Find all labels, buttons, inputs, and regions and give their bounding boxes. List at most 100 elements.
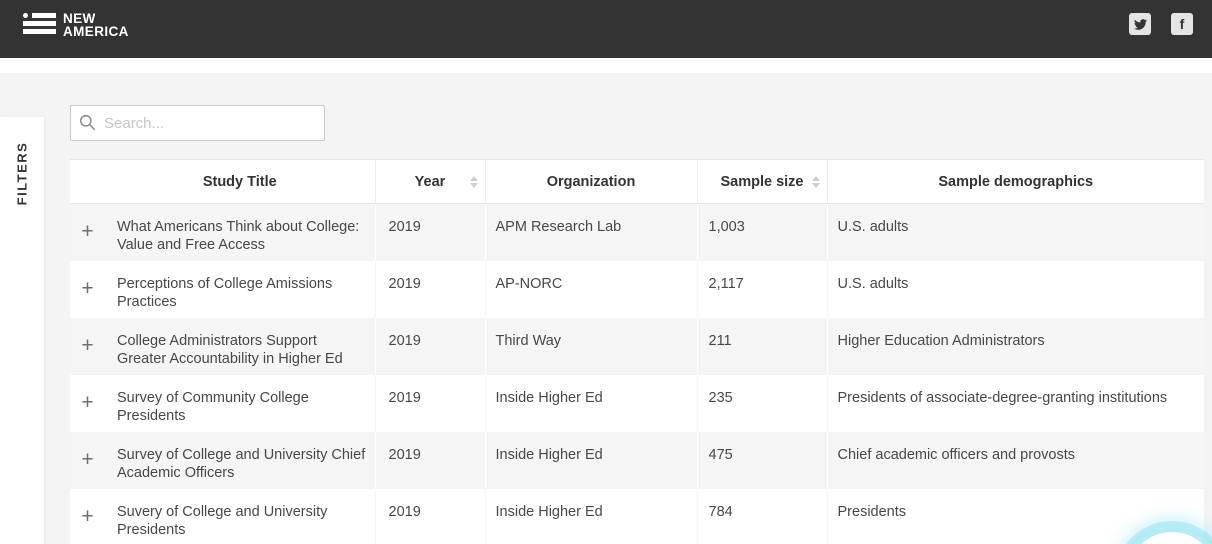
study-title-cell: What Americans Think about College: Valu…	[105, 204, 375, 261]
organization-cell: APM Research Lab	[484, 203, 697, 261]
year-cell-text: 2019	[388, 503, 421, 520]
sample-demographics-cell: U.S. adults	[826, 260, 1204, 318]
header-divider-strip	[0, 58, 1212, 73]
organization-cell: Inside Higher Ed	[484, 431, 697, 489]
sample-size-cell: 2,117	[696, 260, 827, 318]
organization-cell-text: APM Research Lab	[495, 219, 622, 235]
expand-row-button[interactable]: +	[81, 333, 94, 357]
facebook-icon: f	[1179, 16, 1185, 32]
column-header-year[interactable]: Year	[374, 159, 485, 204]
sample-demographics-cell-text: Higher Education Administrators	[837, 332, 1045, 349]
studies-table: Study Title Year Organization Sample size Sa…	[70, 159, 1204, 544]
year-cell: 2019	[374, 374, 485, 432]
table-row: + Perceptions of College Amissions Practi…	[70, 260, 1204, 318]
column-header-label: Organization	[546, 173, 636, 190]
table-row: + Survey of Community College Presidents 2…	[70, 374, 1204, 432]
year-cell-text: 2019	[388, 219, 421, 235]
study-title-cell-text: What Americans Think about College: Valu…	[117, 219, 360, 253]
expand-row-button[interactable]: +	[81, 276, 94, 300]
organization-cell-text: Inside Higher Ed	[495, 446, 603, 463]
study-title-cell-text: Survey of College and University Chief A…	[117, 446, 366, 481]
year-cell: 2019	[374, 317, 485, 375]
expand-cell: +	[70, 261, 105, 318]
sample-demographics-cell: Higher Education Administrators	[826, 317, 1204, 375]
studies-table-container: Study Title Year Organization Sample size Sa…	[70, 159, 1204, 544]
social-links: f	[1129, 13, 1193, 35]
year-cell-text: 2019	[388, 389, 421, 406]
organization-cell-text: Inside Higher Ed	[495, 503, 603, 520]
sample-size-cell-text: 1,003	[708, 219, 745, 235]
organization-cell: Inside Higher Ed	[484, 374, 697, 432]
expand-cell: +	[70, 489, 105, 544]
twitter-button[interactable]	[1129, 13, 1151, 35]
study-title-cell: Suvery of College and University Preside…	[105, 489, 375, 544]
logo-line-1: NEW	[63, 11, 96, 26]
sample-size-cell-text: 475	[708, 446, 733, 463]
filters-panel[interactable]: FILTERS	[0, 117, 44, 544]
table-row: + College Administrators Support Greater …	[70, 317, 1204, 375]
expand-row-button[interactable]: +	[81, 447, 94, 471]
organization-cell: Inside Higher Ed	[484, 488, 697, 544]
expand-cell: +	[70, 204, 105, 261]
new-america-logo-icon	[23, 13, 56, 34]
expand-row-button[interactable]: +	[81, 390, 94, 414]
organization-cell-text: Inside Higher Ed	[495, 389, 603, 406]
expand-cell: +	[70, 318, 105, 375]
table-row: + What Americans Think about College: Val…	[70, 203, 1204, 261]
year-cell: 2019	[374, 488, 485, 544]
year-cell: 2019	[374, 203, 485, 261]
study-title-cell: College Administrators Support Greater A…	[105, 318, 375, 375]
sample-size-cell: 475	[696, 431, 827, 489]
sample-demographics-cell: Presidents of associate-degree-granting …	[826, 374, 1204, 432]
expand-cell: +	[70, 432, 105, 489]
column-header-label: Sample demographics	[938, 173, 1094, 190]
sample-size-cell: 784	[696, 488, 827, 544]
sample-demographics-cell: U.S. adults	[826, 203, 1204, 261]
sample-size-cell: 235	[696, 374, 827, 432]
column-header-sample-demographics: Sample demographics	[826, 159, 1204, 204]
study-title-cell: Perceptions of College Amissions Practic…	[105, 261, 375, 318]
table-body: + What Americans Think about College: Val…	[70, 203, 1204, 544]
study-title-cell-text: College Administrators Support Greater A…	[117, 332, 343, 367]
search-box	[70, 105, 325, 141]
sample-demographics-cell-text: Presidents of associate-degree-granting …	[837, 389, 1168, 406]
sort-icon[interactable]	[469, 175, 478, 188]
sample-demographics-cell-text: Chief academic officers and provosts	[837, 446, 1076, 463]
column-header-organization: Organization	[484, 159, 697, 204]
year-cell-text: 2019	[388, 332, 421, 349]
study-title-cell-text: Survey of Community College Presidents	[117, 389, 309, 424]
sort-icon[interactable]	[811, 175, 820, 188]
table-row: + Suvery of College and University Presid…	[70, 488, 1204, 544]
sample-size-cell-text: 235	[708, 389, 733, 406]
sample-size-cell: 1,003	[696, 203, 827, 261]
year-cell-text: 2019	[388, 275, 421, 292]
top-navigation-bar: NEW AMERICA f	[0, 0, 1212, 58]
table-header-row: Study Title Year Organization Sample size Sa…	[70, 159, 1204, 204]
column-header-label: Study Title	[202, 173, 277, 190]
study-title-cell-text: Perceptions of College Amissions Practic…	[117, 275, 333, 310]
logo-line-2: AMERICA	[63, 24, 129, 39]
column-header-study-title: Study Title	[105, 159, 375, 204]
column-header-sample-size[interactable]: Sample size	[696, 159, 827, 204]
sample-demographics-cell-text: Presidents	[837, 503, 907, 520]
sample-size-cell: 211	[696, 317, 827, 375]
expand-row-button[interactable]: +	[81, 504, 94, 528]
year-cell: 2019	[374, 260, 485, 318]
study-title-cell: Survey of College and University Chief A…	[105, 432, 375, 489]
sample-size-cell-text: 2,117	[708, 275, 744, 292]
logo-wordmark: NEW AMERICA	[63, 11, 129, 39]
study-title-cell-text: Suvery of College and University Preside…	[117, 503, 328, 538]
organization-cell-text: Third Way	[495, 332, 562, 349]
new-america-logo[interactable]: NEW AMERICA	[23, 12, 129, 38]
expand-row-button[interactable]: +	[81, 219, 94, 243]
sample-size-cell-text: 211	[708, 332, 732, 349]
expand-cell: +	[70, 375, 105, 432]
organization-cell-text: AP-NORC	[495, 275, 563, 292]
search-input[interactable]	[70, 105, 325, 141]
sample-demographics-cell: Chief academic officers and provosts	[826, 431, 1204, 489]
year-cell: 2019	[374, 431, 485, 489]
sample-size-cell-text: 784	[708, 503, 733, 520]
facebook-button[interactable]: f	[1171, 13, 1193, 35]
twitter-icon	[1133, 18, 1147, 30]
organization-cell: Third Way	[484, 317, 697, 375]
